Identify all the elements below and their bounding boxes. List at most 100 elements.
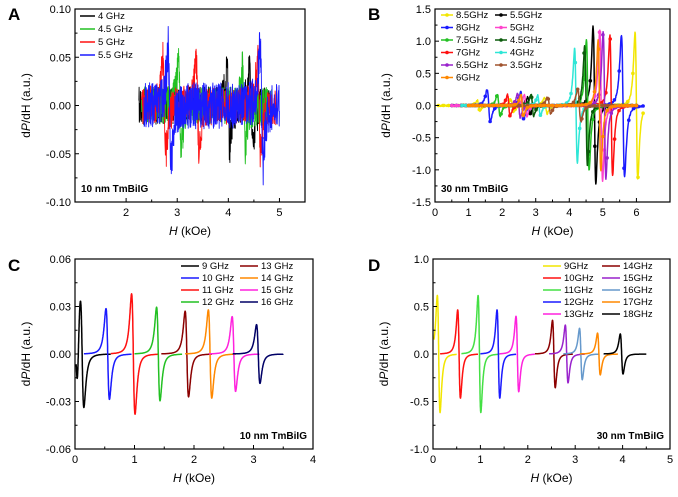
- x-tick-label: 5: [600, 207, 606, 219]
- series-marker: [631, 71, 635, 76]
- series-marker: [592, 89, 597, 94]
- series-marker: [617, 104, 622, 108]
- y-tick-label: -0.5: [410, 397, 429, 409]
- panel-letter: C: [8, 256, 20, 275]
- legend-marker: [445, 38, 449, 42]
- series-marker: [529, 104, 534, 108]
- series-line-c-6: [133, 306, 183, 402]
- series-marker: [626, 103, 630, 108]
- y-tick-label: -1.0: [410, 444, 429, 456]
- series-marker: [521, 116, 526, 121]
- series-marker: [525, 106, 530, 110]
- series-marker: [605, 156, 609, 160]
- series-marker: [500, 103, 504, 108]
- sample-annotation: 30 nm TmBiIG: [441, 184, 508, 195]
- series-group: [433, 294, 647, 414]
- legend-label: 5.5GHz: [510, 10, 542, 21]
- series-marker: [503, 98, 508, 103]
- series-marker: [634, 103, 639, 108]
- series-marker: [517, 98, 521, 103]
- series-marker: [571, 103, 576, 108]
- y-tick-label: -1.0: [412, 165, 431, 177]
- series-marker: [627, 118, 631, 122]
- y-tick-label: 0.5: [414, 302, 429, 314]
- legend-label: 17GHz: [623, 297, 653, 308]
- series-marker: [575, 87, 580, 92]
- series-line-c-2: [83, 307, 133, 401]
- legend-marker: [499, 63, 503, 67]
- series-marker: [626, 99, 630, 104]
- series-marker: [483, 103, 488, 108]
- series-marker: [593, 144, 597, 148]
- series-marker: [592, 101, 597, 105]
- series-marker: [584, 102, 588, 107]
- series-marker: [608, 37, 612, 41]
- series-line-d-4: [460, 294, 501, 414]
- x-tick-label: 0: [430, 454, 436, 466]
- x-axis-label: H (kOe): [531, 224, 573, 238]
- series-marker: [559, 103, 563, 108]
- legend-label: 13GHz: [564, 309, 594, 320]
- series-marker: [580, 117, 584, 121]
- series-line-d-8: [498, 315, 536, 393]
- series-marker: [563, 103, 567, 108]
- y-tick-label: 1.0: [414, 254, 429, 266]
- series-marker: [577, 126, 582, 131]
- y-tick-label: -0.5: [412, 133, 431, 145]
- y-tick-label: 0.0: [416, 101, 431, 113]
- series-marker: [550, 103, 555, 108]
- panel-letter: B: [368, 5, 380, 24]
- series-marker: [617, 108, 621, 113]
- x-tick-label: 2: [499, 207, 505, 219]
- series-marker: [582, 51, 586, 55]
- series-marker: [446, 103, 451, 108]
- legend-marker: [445, 50, 449, 55]
- series-marker: [517, 103, 521, 108]
- legend-label: 16GHz: [623, 285, 653, 296]
- series-marker: [586, 149, 591, 154]
- series-marker: [605, 108, 609, 113]
- series-marker: [641, 104, 645, 108]
- series-line-c-5: [208, 315, 261, 393]
- sample-annotation: 30 nm TmBiIG: [597, 431, 664, 442]
- series-marker: [591, 117, 595, 122]
- series-marker: [622, 166, 626, 170]
- panel-letter: A: [8, 5, 20, 24]
- series-marker: [483, 94, 488, 99]
- legend-label: 7GHz: [456, 48, 481, 59]
- legend-label: 15 GHz: [261, 285, 293, 296]
- legend-label: 5GHz: [510, 23, 535, 34]
- legend-label: 9GHz: [564, 261, 589, 272]
- y-tick-label: 0.10: [50, 4, 71, 16]
- legend-label: 12GHz: [564, 297, 594, 308]
- series-marker: [601, 33, 605, 37]
- x-tick-label: 1: [131, 454, 137, 466]
- legend-label: 4 GHz: [98, 11, 125, 22]
- x-tick-label: 0: [432, 207, 438, 219]
- series-marker: [596, 47, 601, 51]
- legend-label: 6.5GHz: [456, 60, 488, 71]
- series-marker: [460, 103, 464, 108]
- legend: 4 GHz 4.5 GHz 5 GHz 5.5 GHz: [80, 11, 133, 61]
- series-line-c-7: [232, 323, 284, 385]
- y-axis-label: dP/dH (a.u.): [19, 322, 33, 387]
- series-marker: [512, 102, 517, 107]
- legend-label: 11 GHz: [202, 285, 234, 296]
- series-line-d-0: [433, 294, 458, 414]
- series-marker: [588, 104, 593, 108]
- x-tick-label: 6: [633, 207, 639, 219]
- series-marker: [504, 103, 509, 108]
- y-tick-label: 0.0: [414, 349, 429, 361]
- x-tick-label: 4: [566, 207, 572, 219]
- series-marker: [533, 103, 538, 108]
- legend-label: 4GHz: [510, 48, 535, 59]
- series-marker: [609, 111, 614, 115]
- series-marker: [512, 100, 517, 104]
- series-marker: [550, 108, 555, 112]
- series-line-d-5: [562, 327, 600, 381]
- y-tick-label: 0.5: [416, 68, 431, 80]
- legend-label: 11GHz: [564, 285, 593, 296]
- legend-label: 12 GHz: [202, 297, 234, 308]
